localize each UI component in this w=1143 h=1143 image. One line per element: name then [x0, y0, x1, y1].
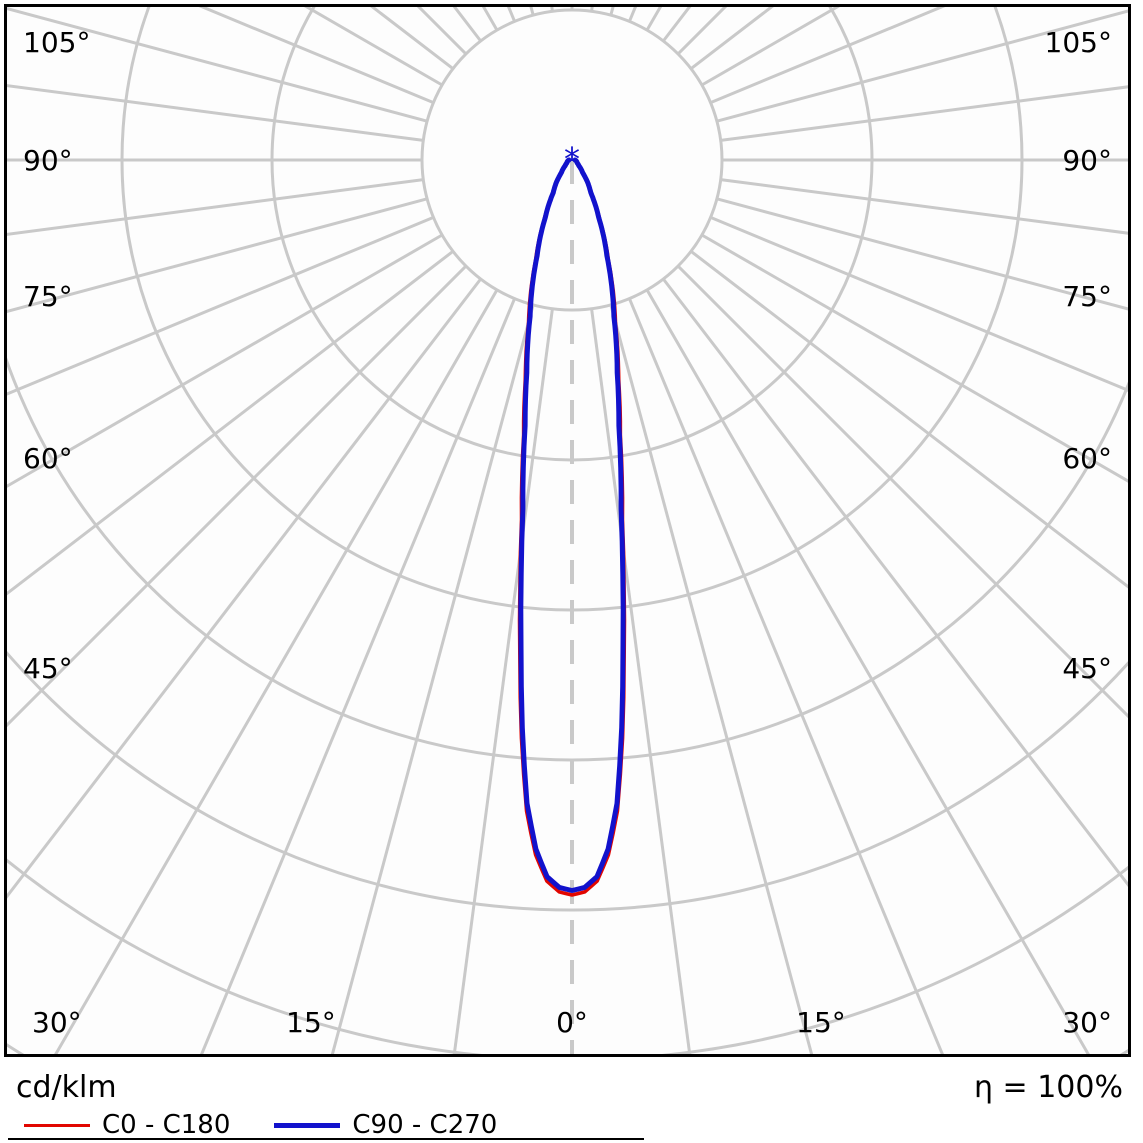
- angle-label: 75°: [23, 280, 73, 313]
- angle-label: 45°: [1062, 652, 1112, 685]
- legend-label-c90-c270: C90 - C270: [352, 1110, 498, 1140]
- legend-item-c90-c270: C90 - C270: [274, 1110, 497, 1140]
- angle-labels: 105° 90° 75° 60° 45° 30° 15° 0° 15° 30° 45° 60° 75° 9…: [23, 26, 1112, 1039]
- legend-swatch-c90-c270: [274, 1122, 341, 1128]
- angle-label: 30°: [1062, 1006, 1112, 1039]
- legend-underline: [8, 1138, 644, 1140]
- angle-label: 105°: [23, 26, 90, 59]
- angle-label: 90°: [1062, 144, 1112, 177]
- peak-marker-star: *: [564, 140, 580, 178]
- angle-label: 45°: [23, 652, 73, 685]
- angle-label: 15°: [796, 1006, 846, 1039]
- angle-label: 105°: [1045, 26, 1112, 59]
- curve-c90-c270: [518, 157, 626, 893]
- footer: cd/klm η = 100% C0 - C180 C90 - C270: [0, 1064, 1143, 1143]
- angle-label: 60°: [23, 442, 73, 475]
- angle-label: 90°: [23, 144, 73, 177]
- angle-label: 30°: [32, 1006, 82, 1039]
- polar-chart-svg: 105° 90° 75° 60° 45° 30° 15° 0° 15° 30° 45° 60° 75° 9…: [7, 7, 1128, 1054]
- efficiency-label: η = 100%: [974, 1070, 1123, 1105]
- angle-label: 60°: [1062, 442, 1112, 475]
- legend: C0 - C180 C90 - C270: [24, 1110, 497, 1140]
- unit-label: cd/klm: [16, 1070, 117, 1105]
- legend-item-c0-c180: C0 - C180: [24, 1110, 230, 1140]
- angle-label: 15°: [286, 1006, 336, 1039]
- angle-label: 75°: [1062, 280, 1112, 313]
- legend-label-c0-c180: C0 - C180: [102, 1110, 231, 1140]
- angle-label: 0°: [556, 1006, 588, 1039]
- polar-plot-area: 105° 90° 75° 60° 45° 30° 15° 0° 15° 30° 45° 60° 75° 9…: [4, 4, 1131, 1057]
- legend-swatch-c0-c180: [24, 1123, 90, 1127]
